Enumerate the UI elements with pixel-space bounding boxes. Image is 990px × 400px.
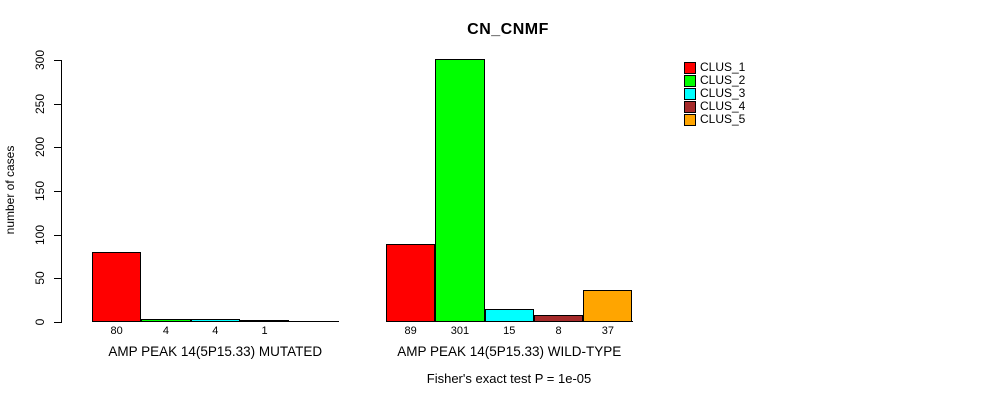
y-axis-tick-label: 200 [33,137,47,158]
legend-item-clus-2: CLUS_2 [684,74,745,87]
legend-swatch [684,74,696,87]
y-axis-tick [54,191,61,192]
y-axis-tick [54,103,61,105]
legend-label: CLUS_4 [700,99,746,113]
y-axis-tick-label: 100 [33,224,47,245]
bar-value-label: 4 [212,325,219,337]
legend-swatch [684,87,696,100]
legend-label: CLUS_2 [700,73,746,87]
bar-clus_5 [583,290,633,322]
y-axis-tick [54,234,61,236]
bar-value-label: 4 [162,325,169,337]
bar-clus_1 [386,244,436,322]
y-axis-tick [54,278,61,280]
bar-value-label: 89 [404,325,417,337]
bar-clus_2 [435,59,485,322]
x-axis-baseline [386,321,633,322]
category-label-wildtype: AMP PEAK 14(5P15.33) WILD-TYPE [397,344,622,359]
bar-clus_1 [92,252,142,322]
bar-group-mutated [92,60,339,322]
legend-label: CLUS_5 [700,112,746,126]
x-axis-baseline [92,321,339,322]
y-axis-title: number of cases [3,145,17,235]
legend-item-clus-4: CLUS_4 [684,100,745,113]
y-axis-tick-label: 300 [33,49,47,71]
y-axis-tick-label: 0 [33,318,47,326]
legend-item-clus-5: CLUS_5 [684,113,745,126]
bar-value-label: 37 [601,325,614,337]
y-axis-tick-label: 250 [33,93,47,114]
fisher-test-annotation: Fisher's exact test P = 1e-05 [426,371,592,386]
y-axis-tick [54,147,61,149]
legend: CLUS_1 CLUS_2 CLUS_3 CLUS_4 CLUS_5 [684,61,745,126]
legend-item-clus-3: CLUS_3 [684,87,745,100]
y-axis-tick-label: 50 [33,271,47,286]
legend-swatch [684,61,696,74]
y-axis-line [61,60,62,323]
bar-value-label: 301 [450,325,470,337]
bar-group-wildtype [386,59,633,322]
category-label-mutated: AMP PEAK 14(5P15.33) MUTATED [108,344,323,359]
legend-label: CLUS_3 [700,86,746,100]
legend-item-clus-1: CLUS_1 [684,61,745,74]
bar-value-label: 1 [261,325,268,337]
legend-swatch [684,100,696,113]
y-axis-tick [54,60,61,61]
legend-swatch [684,113,696,126]
chart-title: CN_CNMF [467,21,549,38]
y-axis-tick [54,322,61,323]
bar-value-label: 8 [555,325,562,337]
y-axis-tick-label: 150 [33,180,47,202]
bar-value-label: 80 [110,325,123,337]
legend-label: CLUS_1 [700,60,746,74]
bar-value-label: 15 [503,325,516,337]
